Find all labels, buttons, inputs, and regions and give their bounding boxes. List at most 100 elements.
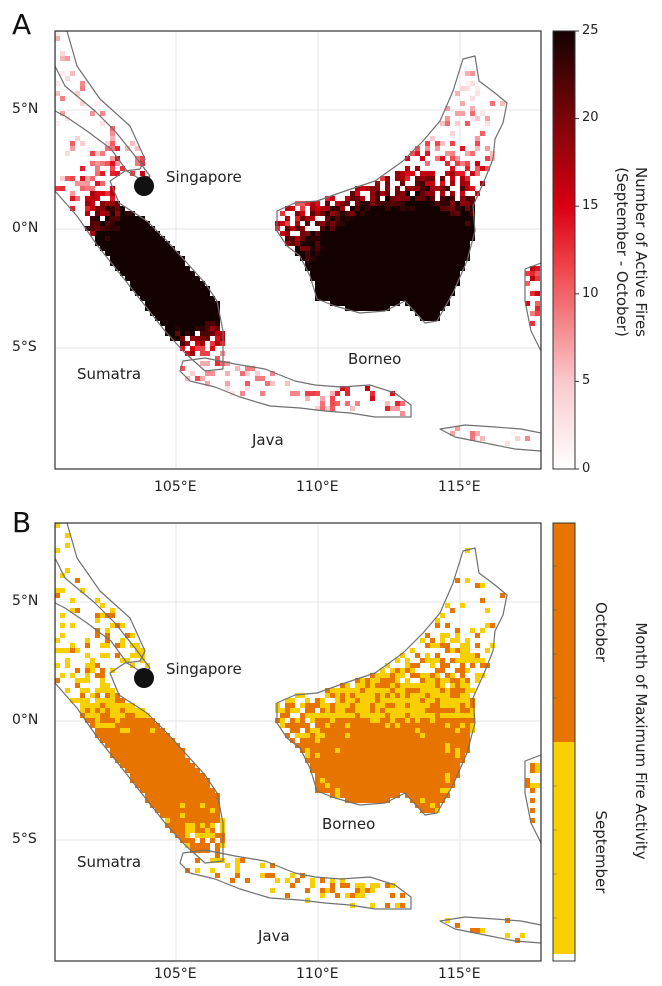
- fire-pixel: [335, 733, 340, 738]
- fire-pixel: [420, 211, 425, 216]
- fire-pixel: [460, 683, 465, 688]
- fire-pixel: [140, 156, 145, 161]
- fire-pixel: [325, 788, 330, 793]
- fire-pixel: [355, 688, 360, 693]
- fire-pixel: [115, 226, 120, 231]
- fire-pixel: [375, 281, 380, 286]
- fire-pixel: [175, 321, 180, 326]
- fire-pixel: [345, 748, 350, 753]
- fire-pixel: [390, 241, 395, 246]
- fire-pixel: [365, 793, 370, 798]
- fire-pixel: [415, 783, 420, 788]
- fire-pixel: [140, 763, 145, 768]
- fire-pixel: [390, 773, 395, 778]
- fire-pixel: [420, 251, 425, 256]
- fire-pixel: [365, 773, 370, 778]
- fire-pixel: [360, 251, 365, 256]
- fire-pixel: [425, 798, 430, 803]
- fire-pixel: [150, 281, 155, 286]
- fire-pixel: [200, 828, 205, 833]
- fire-pixel: [320, 713, 325, 718]
- fire-pixel: [405, 713, 410, 718]
- fire-pixel: [460, 738, 465, 743]
- fire-pixel: [190, 838, 195, 843]
- fire-pixel: [415, 151, 420, 156]
- fire-pixel: [420, 171, 425, 176]
- fire-pixel: [380, 783, 385, 788]
- fire-pixel: [285, 878, 290, 883]
- fire-pixel: [60, 573, 65, 578]
- fire-pixel: [365, 688, 370, 693]
- fire-pixel: [365, 758, 370, 763]
- fire-pixel: [420, 266, 425, 271]
- fire-pixel: [120, 758, 125, 763]
- fire-pixel: [120, 226, 125, 231]
- fire-pixel: [405, 743, 410, 748]
- fire-pixel: [310, 728, 315, 733]
- fire-pixel: [360, 703, 365, 708]
- fire-pixel: [150, 728, 155, 733]
- fire-pixel: [355, 276, 360, 281]
- fire-pixel: [120, 728, 125, 733]
- fire-pixel: [310, 878, 315, 883]
- fire-pixel: [415, 226, 420, 231]
- fire-pixel: [150, 773, 155, 778]
- fire-pixel: [360, 778, 365, 783]
- fire-pixel: [445, 161, 450, 166]
- singapore-marker-b: [134, 668, 154, 688]
- fire-pixel: [140, 788, 145, 793]
- fire-pixel: [315, 236, 320, 241]
- fire-pixel: [445, 216, 450, 221]
- fire-pixel: [435, 226, 440, 231]
- fire-pixel: [90, 201, 95, 206]
- fire-pixel: [270, 381, 275, 386]
- fire-pixel: [320, 286, 325, 291]
- fire-pixel: [340, 216, 345, 221]
- fire-pixel: [195, 306, 200, 311]
- fire-pixel: [110, 743, 115, 748]
- fire-pixel: [160, 788, 165, 793]
- fire-pixel: [325, 688, 330, 693]
- fire-pixel: [400, 688, 405, 693]
- fire-pixel: [180, 793, 185, 798]
- fire-pixel: [115, 748, 120, 753]
- fire-pixel: [430, 768, 435, 773]
- fire-pixel: [285, 713, 290, 718]
- fire-pixel: [150, 291, 155, 296]
- fire-pixel: [480, 628, 485, 633]
- fire-pixel: [110, 733, 115, 738]
- fire-pixel: [435, 266, 440, 271]
- fire-pixel: [355, 261, 360, 266]
- fire-pixel: [190, 351, 195, 356]
- fire-pixel: [155, 281, 160, 286]
- fire-pixel: [195, 783, 200, 788]
- fire-pixel: [380, 281, 385, 286]
- fire-pixel: [345, 733, 350, 738]
- fire-pixel: [395, 301, 400, 306]
- fire-pixel: [450, 246, 455, 251]
- fire-pixel: [335, 231, 340, 236]
- fire-pixel: [325, 266, 330, 271]
- fire-pixel: [370, 773, 375, 778]
- fire-pixel: [200, 281, 205, 286]
- fire-pixel: [405, 296, 410, 301]
- fire-pixel: [145, 301, 150, 306]
- fire-pixel: [180, 331, 185, 336]
- fire-pixel: [280, 723, 285, 728]
- fire-pixel: [90, 723, 95, 728]
- fire-pixel: [315, 788, 320, 793]
- fire-pixel: [135, 708, 140, 713]
- fire-pixel: [115, 743, 120, 748]
- fire-pixel: [140, 768, 145, 773]
- fire-pixel: [320, 738, 325, 743]
- fire-pixel: [440, 281, 445, 286]
- fire-pixel: [355, 226, 360, 231]
- fire-pixel: [330, 236, 335, 241]
- fire-pixel: [105, 206, 110, 211]
- fire-pixel: [440, 793, 445, 798]
- fire-pixel: [315, 281, 320, 286]
- fire-pixel: [425, 261, 430, 266]
- fire-pixel: [445, 121, 450, 126]
- fire-pixel: [200, 306, 205, 311]
- fire-pixel: [410, 286, 415, 291]
